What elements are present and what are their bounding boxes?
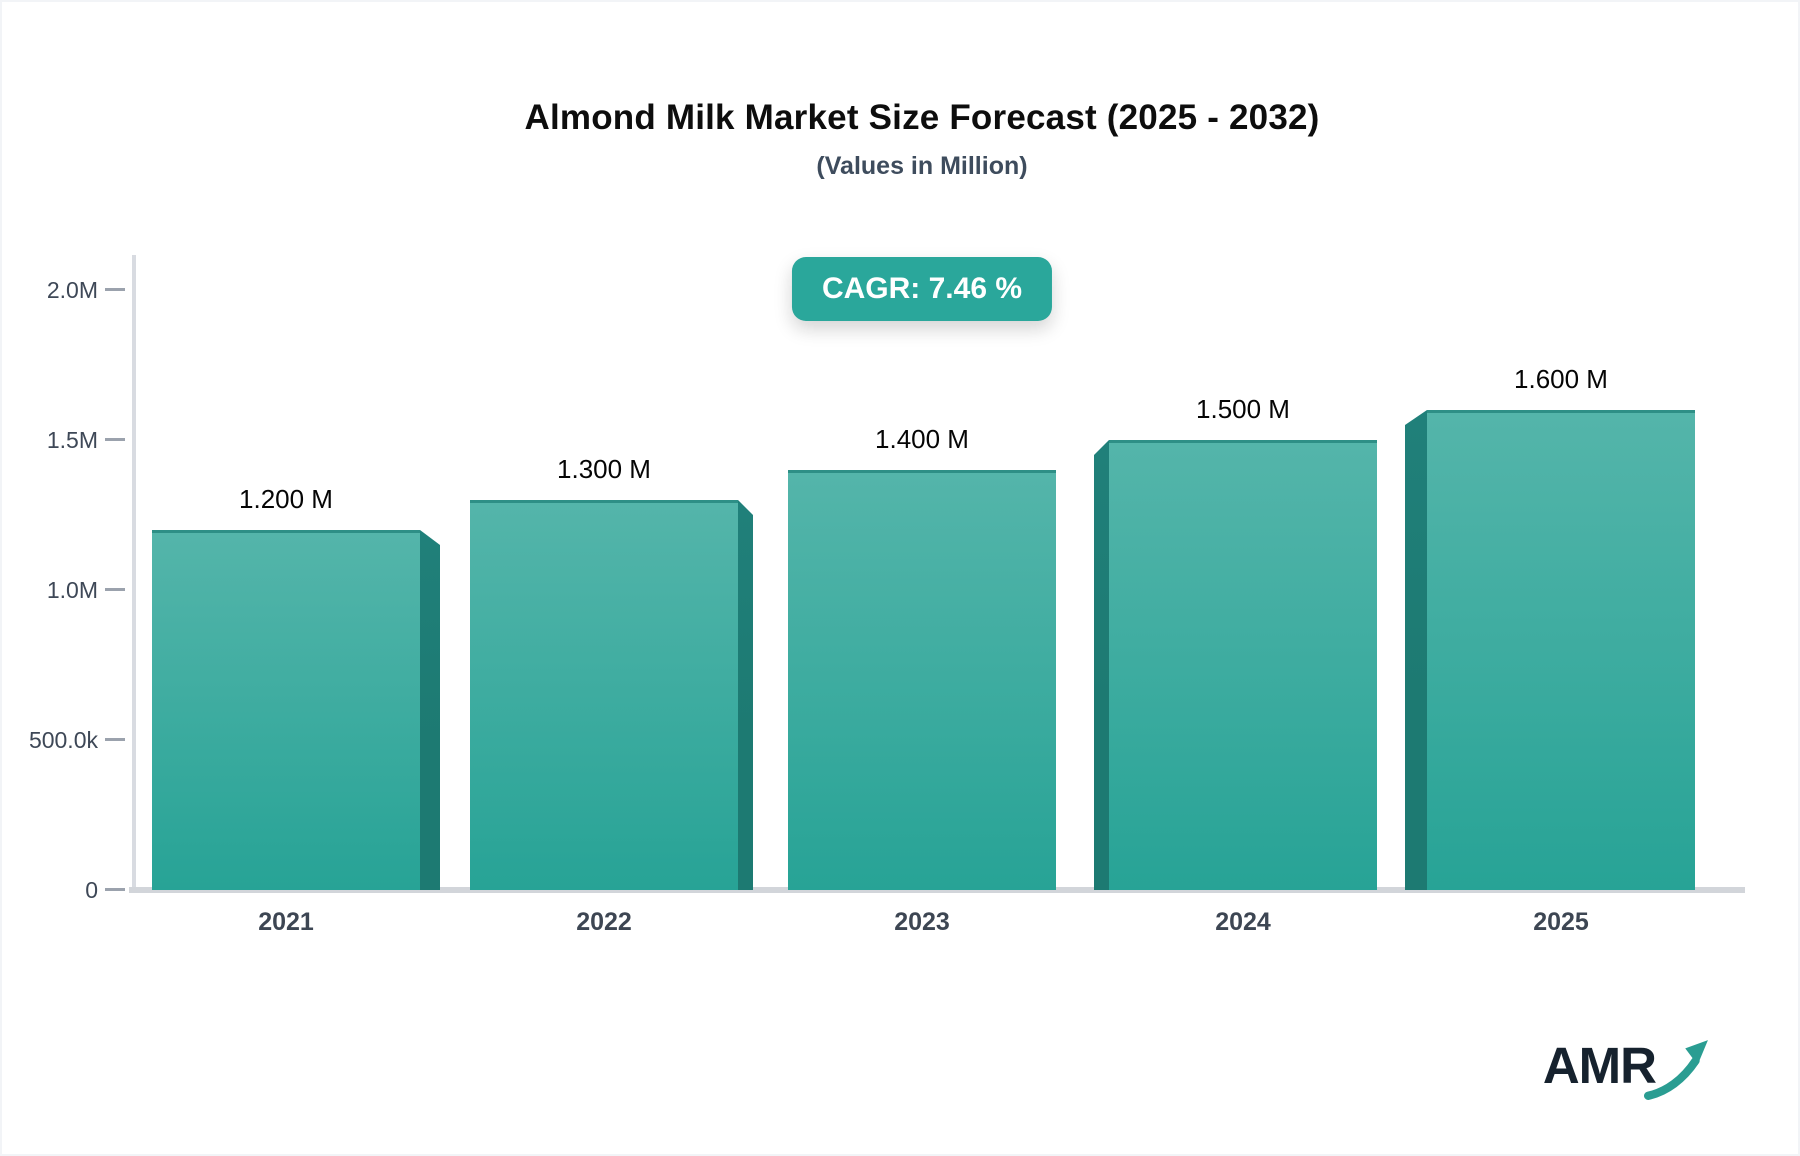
bar-side-face [1405, 410, 1427, 890]
bar-side-face [738, 500, 753, 890]
bar-value-label: 1.500 M [1196, 394, 1290, 424]
y-tick-label: 1.5M [46, 427, 98, 453]
bar-2024 [1109, 440, 1377, 890]
bar-side-face [420, 530, 440, 890]
y-tick [105, 738, 125, 741]
x-axis-label-2025: 2025 [1533, 908, 1589, 936]
y-tick [105, 288, 125, 291]
bar-value-label: 1.300 M [557, 454, 651, 484]
chart-title: Almond Milk Market Size Forecast (2025 -… [524, 98, 1320, 137]
amr-logo-text: AMR [1542, 1036, 1657, 1094]
y-tick [105, 888, 125, 891]
amr-logo: AMR [1543, 1028, 1710, 1102]
bar-value-label: 1.600 M [1514, 364, 1608, 394]
bar-value-label: 1.200 M [239, 484, 333, 514]
y-tick-label: 0 [85, 877, 98, 903]
y-tick [105, 588, 125, 591]
bar-2023 [788, 470, 1056, 890]
chart-subtitle: (Values in Million) [816, 152, 1028, 180]
growth-arrow-icon [1644, 1040, 1708, 1100]
x-axis-label-2024: 2024 [1215, 908, 1271, 936]
x-axis-line [129, 887, 1745, 893]
y-tick-label: 2.0M [46, 277, 98, 303]
y-axis-line [132, 255, 136, 893]
cagr-badge: CAGR: 7.46 % [791, 257, 1053, 321]
y-tick-label: 1.0M [46, 577, 98, 603]
x-axis-label-2022: 2022 [576, 908, 632, 936]
x-axis-label-2021: 2021 [258, 908, 314, 936]
bar-value-label: 1.400 M [875, 424, 969, 454]
y-tick-label: 500.0k [28, 727, 98, 753]
y-tick [105, 438, 125, 441]
bar-2022 [470, 500, 738, 890]
x-axis-label-2023: 2023 [894, 908, 950, 936]
bar-2025 [1427, 410, 1695, 890]
bar-side-face [1094, 440, 1109, 890]
bar-2021 [152, 530, 420, 890]
